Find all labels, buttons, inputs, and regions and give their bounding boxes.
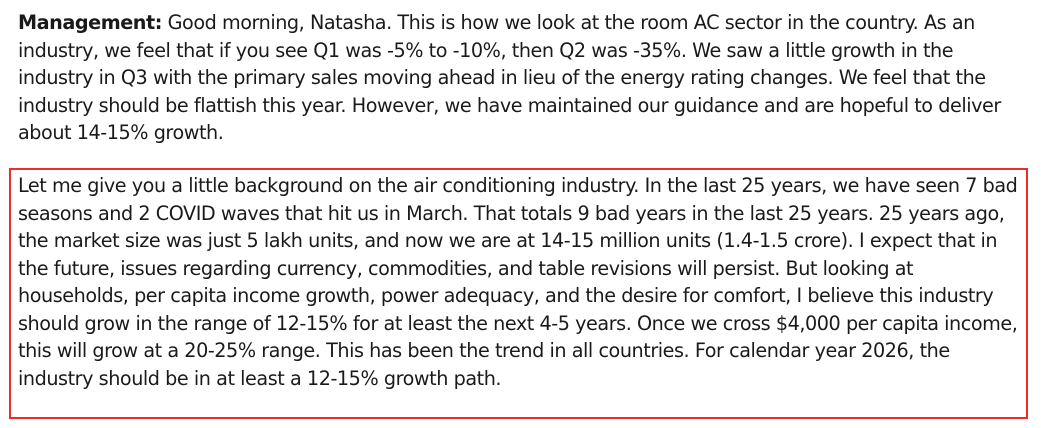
highlight-box xyxy=(9,168,1028,419)
management-paragraph: Management: Good morning, Natasha. This … xyxy=(18,9,1028,147)
management-text: Good morning, Natasha. This is how we lo… xyxy=(18,11,1001,144)
speaker-label: Management: xyxy=(18,11,162,34)
highlighted-paragraph: Let me give you a little background on t… xyxy=(18,174,1018,390)
